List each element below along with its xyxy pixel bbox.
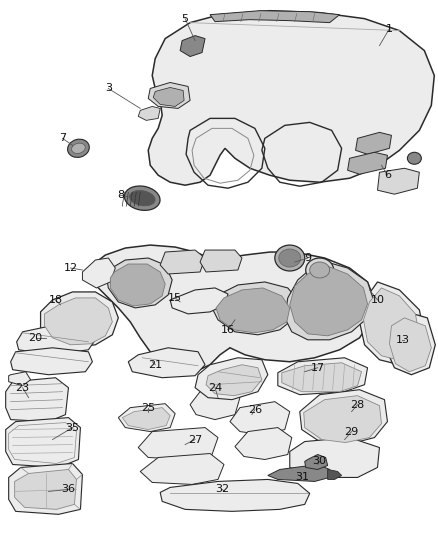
Polygon shape [290, 265, 367, 336]
Text: 13: 13 [396, 335, 410, 345]
Polygon shape [153, 87, 184, 107]
Polygon shape [235, 427, 292, 459]
Text: 32: 32 [215, 484, 229, 495]
Polygon shape [348, 152, 388, 174]
Text: 3: 3 [105, 84, 112, 93]
Polygon shape [14, 470, 77, 510]
Polygon shape [11, 348, 92, 375]
Text: 20: 20 [28, 333, 42, 343]
Polygon shape [41, 292, 118, 348]
Polygon shape [195, 358, 268, 400]
Text: 27: 27 [188, 434, 202, 445]
Text: 31: 31 [295, 472, 309, 482]
Text: 25: 25 [141, 402, 155, 413]
Polygon shape [118, 403, 175, 432]
Polygon shape [304, 395, 381, 442]
Polygon shape [360, 282, 424, 365]
Polygon shape [364, 288, 419, 360]
Polygon shape [282, 363, 361, 392]
Polygon shape [106, 258, 172, 308]
Text: 18: 18 [49, 295, 63, 305]
Polygon shape [206, 365, 262, 395]
Polygon shape [9, 464, 82, 514]
Text: 9: 9 [304, 253, 311, 263]
Polygon shape [148, 83, 190, 108]
Polygon shape [9, 372, 31, 386]
Polygon shape [268, 464, 330, 481]
Polygon shape [385, 310, 435, 375]
Polygon shape [378, 168, 419, 194]
Text: 23: 23 [16, 383, 30, 393]
Polygon shape [6, 378, 68, 422]
Polygon shape [290, 438, 379, 478]
Polygon shape [122, 408, 170, 430]
Text: 7: 7 [59, 133, 66, 143]
Text: 26: 26 [248, 405, 262, 415]
Polygon shape [140, 454, 224, 484]
Ellipse shape [124, 186, 160, 211]
Text: 35: 35 [65, 423, 79, 433]
Polygon shape [17, 325, 95, 355]
Polygon shape [210, 11, 339, 22]
Polygon shape [305, 455, 328, 470]
Polygon shape [82, 258, 115, 288]
Text: 21: 21 [148, 360, 162, 370]
Text: 8: 8 [117, 190, 124, 200]
Ellipse shape [407, 152, 421, 164]
Polygon shape [190, 387, 240, 419]
Text: 17: 17 [311, 363, 325, 373]
Polygon shape [88, 245, 374, 372]
Ellipse shape [129, 190, 155, 206]
Polygon shape [230, 402, 290, 434]
Polygon shape [300, 390, 388, 445]
Polygon shape [200, 250, 242, 272]
Text: 6: 6 [384, 170, 391, 180]
Polygon shape [180, 36, 205, 56]
Polygon shape [128, 348, 205, 378]
Polygon shape [212, 282, 298, 335]
Polygon shape [160, 480, 310, 511]
Polygon shape [160, 250, 205, 274]
Ellipse shape [275, 245, 305, 271]
Polygon shape [285, 260, 374, 340]
Text: 10: 10 [371, 295, 385, 305]
Polygon shape [148, 11, 434, 185]
Ellipse shape [67, 139, 89, 157]
Text: 12: 12 [64, 263, 78, 273]
Text: 15: 15 [168, 293, 182, 303]
Polygon shape [278, 358, 367, 394]
Text: 24: 24 [208, 383, 222, 393]
Polygon shape [45, 298, 112, 345]
Polygon shape [216, 288, 290, 333]
Text: 5: 5 [182, 14, 189, 23]
Ellipse shape [71, 143, 85, 154]
Ellipse shape [306, 258, 334, 282]
Text: 1: 1 [386, 23, 393, 34]
Polygon shape [138, 107, 160, 120]
Text: 30: 30 [313, 456, 327, 466]
Text: 36: 36 [61, 484, 75, 495]
Polygon shape [138, 427, 218, 459]
Text: 29: 29 [344, 426, 359, 437]
Polygon shape [6, 417, 81, 467]
Polygon shape [389, 318, 431, 372]
Polygon shape [356, 132, 392, 154]
Ellipse shape [279, 249, 301, 267]
Text: 28: 28 [350, 400, 365, 410]
Polygon shape [110, 264, 165, 306]
Ellipse shape [310, 262, 330, 278]
Polygon shape [170, 288, 228, 314]
Polygon shape [328, 470, 342, 480]
Text: 16: 16 [221, 325, 235, 335]
